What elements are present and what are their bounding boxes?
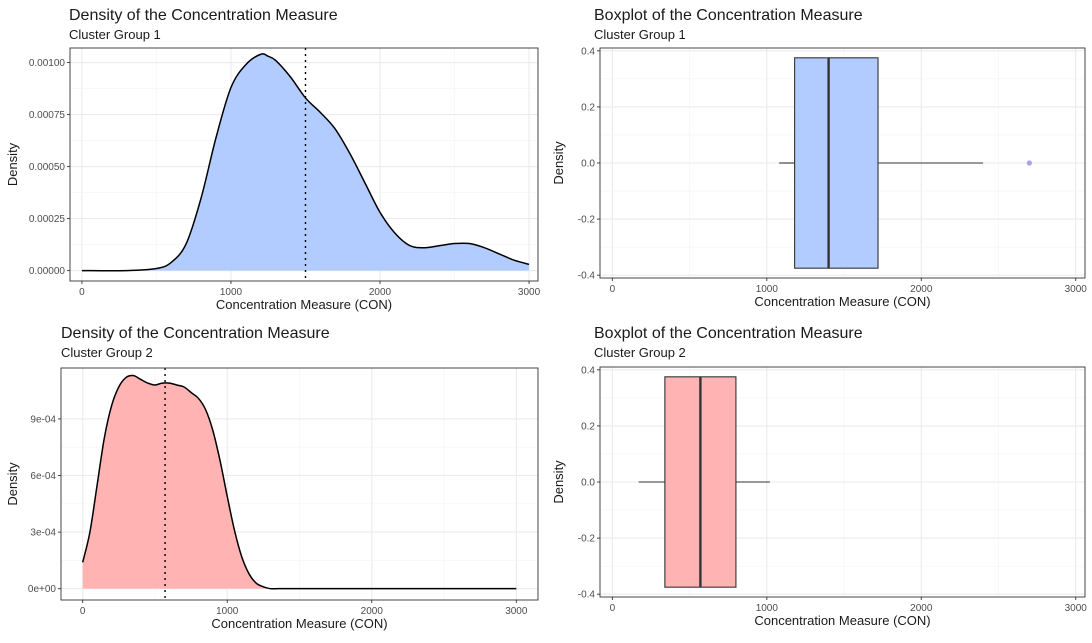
y-tick-label: 0.2 — [581, 421, 595, 432]
chart-title: Boxplot of the Concentration Measure — [594, 7, 863, 24]
chart-title: Density of the Concentration Measure — [61, 325, 330, 342]
y-tick-label: 0.4 — [581, 46, 595, 57]
density-chart-group-1: Density of the Concentration Measure Clus… — [5, 7, 541, 312]
x-tick-label: 0 — [610, 284, 616, 295]
x-tick-label: 0 — [610, 603, 616, 614]
boxplot-panel-group-2: Boxplot of the Concentration Measure Clus… — [546, 319, 1092, 638]
box-iqr — [794, 57, 879, 269]
chart-subtitle: Cluster Group 1 — [69, 27, 161, 42]
x-tick-label: 1000 — [220, 287, 243, 298]
x-tick-label: 2000 — [910, 284, 933, 295]
y-axis-label: Density — [5, 142, 20, 186]
y-tick-label: 0.00075 — [29, 110, 66, 121]
y-tick-label: 0.00000 — [29, 266, 66, 277]
y-tick-label: 9e-04 — [30, 414, 56, 425]
panel-border — [69, 47, 539, 282]
y-tick-label: -0.2 — [578, 215, 596, 226]
boxplot-chart-group-2: Boxplot of the Concentration Measure Clus… — [551, 325, 1088, 628]
density-line — [81, 53, 530, 272]
y-tick-label: 0e+00 — [28, 584, 57, 595]
x-tick-label: 3000 — [518, 287, 541, 298]
y-tick-label: 6e-04 — [30, 471, 56, 482]
y-tick-label: 0.0 — [581, 159, 595, 170]
x-tick-label: 3000 — [505, 606, 528, 617]
x-axis-label: Concentration Measure (CON) — [754, 294, 930, 309]
x-axis-label: Concentration Measure (CON) — [211, 616, 387, 631]
y-axis-label: Density — [551, 141, 566, 185]
y-tick-label: -0.4 — [578, 590, 596, 601]
y-axis-label: Density — [551, 460, 566, 504]
y-tick-label: -0.2 — [578, 534, 596, 545]
x-tick-label: 2000 — [369, 287, 392, 298]
y-tick-label: 0.2 — [581, 102, 595, 113]
x-tick-label: 3000 — [1065, 603, 1088, 614]
x-tick-label: 1000 — [216, 606, 239, 617]
x-tick-label: 1000 — [756, 603, 779, 614]
y-tick-label: 3e-04 — [30, 528, 56, 539]
y-axis-label: Density — [5, 462, 20, 506]
chart-title: Density of the Concentration Measure — [69, 7, 338, 24]
panel-border — [60, 367, 539, 601]
x-tick-label: 2000 — [361, 606, 384, 617]
density-panel-group-2: Density of the Concentration Measure Clus… — [0, 319, 546, 638]
chart-subtitle: Cluster Group 2 — [594, 345, 686, 360]
density-panel-group-1: Density of the Concentration Measure Clus… — [0, 0, 546, 319]
chart-subtitle: Cluster Group 2 — [61, 345, 153, 360]
boxplot-chart-group-1: Boxplot of the Concentration Measure Clus… — [551, 7, 1088, 309]
y-tick-label: 0.4 — [581, 365, 595, 376]
y-tick-label: 0.00025 — [29, 214, 66, 225]
y-tick-label: 0.00100 — [29, 58, 66, 69]
density-area — [82, 375, 517, 589]
y-tick-label: 0.00050 — [29, 162, 66, 173]
chart-subtitle: Cluster Group 1 — [594, 27, 686, 42]
boxplot-panel-group-1: Boxplot of the Concentration Measure Clus… — [546, 0, 1092, 319]
x-tick-label: 0 — [80, 606, 86, 617]
grid — [600, 367, 1085, 597]
x-tick-label: 0 — [79, 287, 85, 298]
outlier-point — [1026, 160, 1032, 166]
density-line — [81, 374, 517, 590]
density-chart-group-2: Density of the Concentration Measure Clus… — [5, 325, 539, 631]
chart-title: Boxplot of the Concentration Measure — [594, 325, 863, 342]
x-axis-label: Concentration Measure (CON) — [754, 613, 930, 628]
x-tick-label: 3000 — [1065, 284, 1088, 295]
x-tick-label: 2000 — [910, 603, 933, 614]
x-axis-label: Concentration Measure (CON) — [216, 297, 392, 312]
y-tick-label: 0.0 — [581, 478, 595, 489]
y-tick-label: -0.4 — [578, 271, 596, 282]
x-tick-label: 1000 — [756, 284, 779, 295]
